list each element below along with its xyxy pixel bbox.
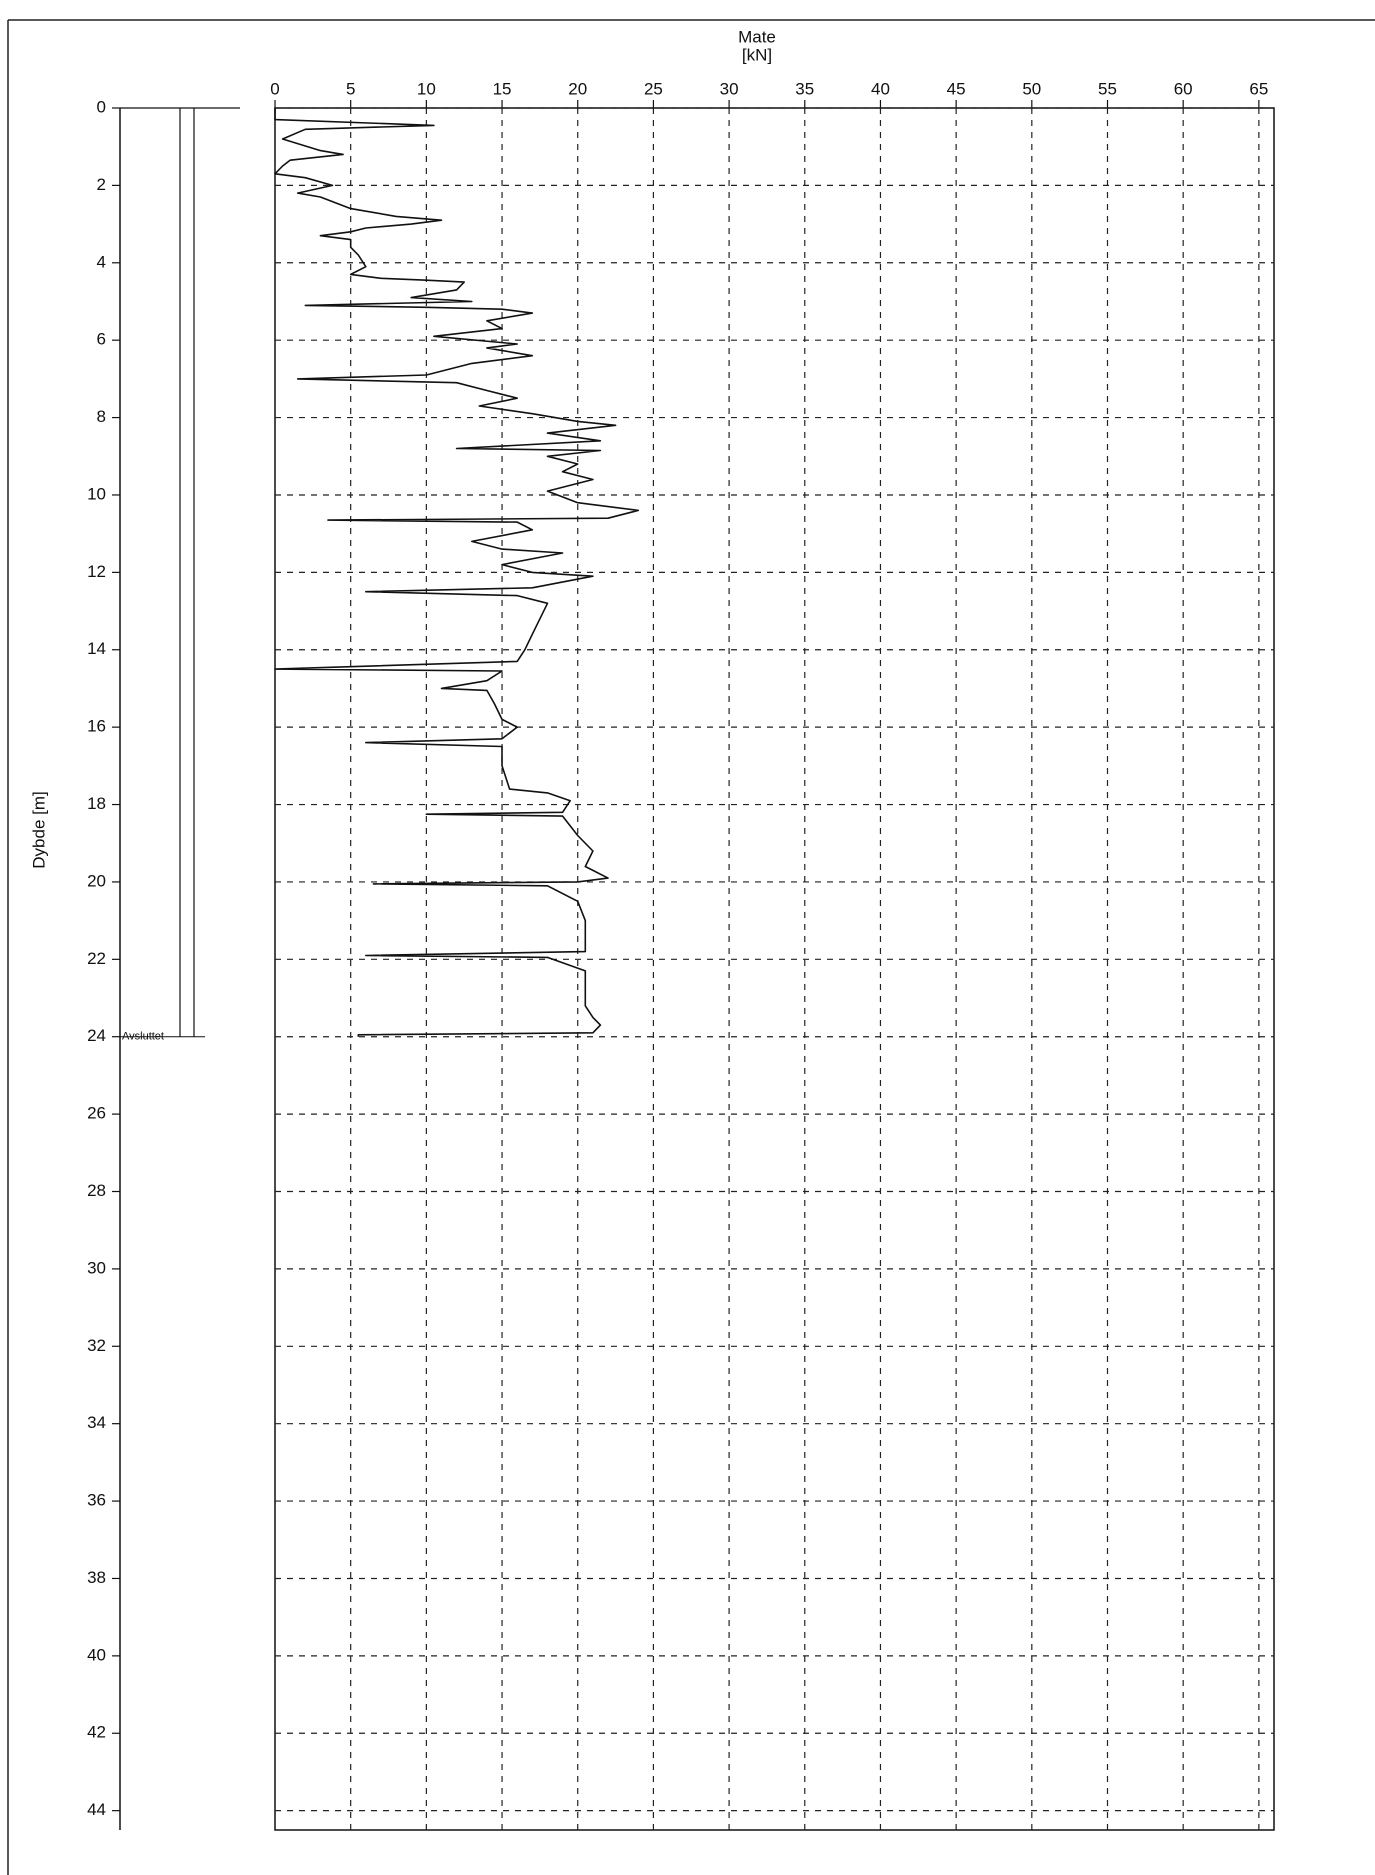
x-unit: [kN] [742,45,772,64]
x-tick-label: 5 [346,79,355,98]
y-tick-label: 14 [87,639,106,658]
x-tick-label: 0 [270,79,279,98]
y-tick-label: 42 [87,1723,106,1742]
y-tick-label: 34 [87,1413,106,1432]
chart-title: Mate [738,27,776,46]
y-tick-label: 30 [87,1258,106,1277]
y-tick-label: 38 [87,1568,106,1587]
y-tick-label: 22 [87,949,106,968]
y-tick-label: 16 [87,717,106,736]
profile-line [274,108,640,1037]
y-tick-label: 44 [87,1800,106,1819]
x-tick-label: 50 [1022,79,1041,98]
y-tick-label: 24 [87,1026,106,1045]
y-tick-label: 32 [87,1336,106,1355]
y-tick-label: 18 [87,794,106,813]
y-tick-label: 6 [97,330,106,349]
x-tick-label: 40 [871,79,890,98]
y-tick-label: 10 [87,484,106,503]
y-tick-label: 28 [87,1181,106,1200]
x-tick-label: 60 [1174,79,1193,98]
y-tick-label: 12 [87,562,106,581]
x-tick-label: 25 [644,79,663,98]
x-tick-label: 35 [795,79,814,98]
y-tick-label: 8 [97,407,106,426]
x-tick-label: 45 [947,79,966,98]
end-annotation: Avsluttet [122,1031,164,1043]
x-tick-label: 55 [1098,79,1117,98]
x-tick-label: 15 [493,79,512,98]
x-tick-label: 30 [720,79,739,98]
y-tick-label: 2 [97,175,106,194]
x-tick-label: 65 [1249,79,1268,98]
y-tick-label: 36 [87,1491,106,1510]
x-tick-label: 10 [417,79,436,98]
y-tick-label: 20 [87,871,106,890]
plot-frame [274,107,1275,1831]
y-axis-title: Dybde [m] [29,791,48,868]
y-tick-label: 40 [87,1645,106,1664]
x-tick-label: 20 [568,79,587,98]
y-tick-label: 0 [97,97,106,116]
y-tick-label: 26 [87,1104,106,1123]
y-tick-label: 4 [97,252,106,271]
